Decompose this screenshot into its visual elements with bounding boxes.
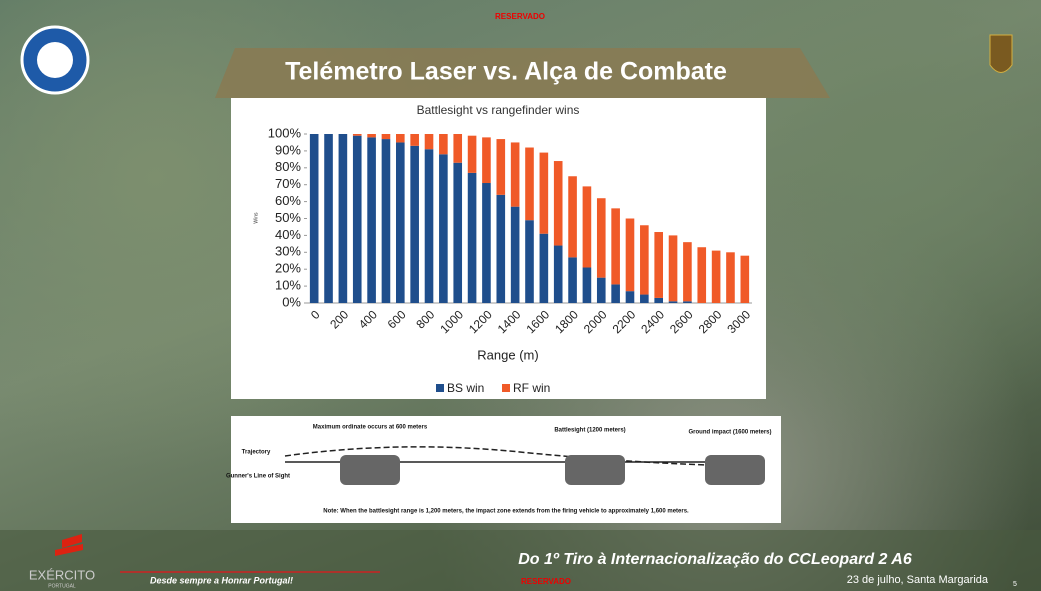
diagram-label: Trajectory <box>242 450 271 456</box>
bar <box>382 139 391 303</box>
footer-title: Do 1º Tiro à Internacionalização do CCLe… <box>518 551 912 568</box>
crest <box>990 35 1012 73</box>
bar <box>611 284 620 303</box>
x-axis-label: Range (m) <box>477 347 538 362</box>
motto: Desde sempre a Honrar Portugal! <box>150 575 293 585</box>
bar <box>654 298 663 303</box>
bar <box>396 142 405 303</box>
diagram-note: Note: When the battlesight range is 1,20… <box>323 509 689 515</box>
slide-canvas: RESERVADO Telémetro Laser vs. Alça de Co… <box>0 0 1041 591</box>
bar <box>410 134 419 146</box>
bar <box>367 134 376 137</box>
bar <box>468 173 477 303</box>
y-tick-label: 100% <box>268 125 302 140</box>
unit-logo-inner <box>37 42 73 78</box>
bar <box>425 149 434 303</box>
bar <box>683 242 692 301</box>
brand-sub: PORTUGAL <box>48 583 76 589</box>
bar <box>583 186 592 267</box>
y-tick-label: 80% <box>275 159 301 174</box>
y-tick-label: 20% <box>275 261 301 276</box>
bar <box>439 134 448 154</box>
bar <box>482 137 491 183</box>
bar <box>468 136 477 173</box>
bar <box>540 234 549 303</box>
bar <box>726 252 735 303</box>
bar <box>683 301 692 303</box>
date-place: 23 de julho, Santa Margarida <box>847 574 989 586</box>
slide: RESERVADO Telémetro Laser vs. Alça de Co… <box>0 0 1041 591</box>
bar <box>367 137 376 303</box>
y-tick-label: 50% <box>275 210 301 225</box>
bar <box>597 198 606 277</box>
y-tick-label: 30% <box>275 244 301 259</box>
diagram-label: Maximum ordinate occurs at 600 meters <box>313 425 428 431</box>
bar <box>554 246 563 303</box>
page-number: 5 <box>1013 581 1017 588</box>
bar <box>453 134 462 163</box>
brand: EXÉRCITO <box>29 567 95 582</box>
y-axis-label: Wins <box>253 212 259 224</box>
tank <box>705 455 765 485</box>
bar <box>669 301 678 303</box>
y-tick-label: 10% <box>275 278 301 293</box>
classification: RESERVADO <box>521 577 571 586</box>
diagram-label: Gunner's Line of Sight <box>226 474 290 480</box>
tank <box>565 455 625 485</box>
bar <box>353 136 362 303</box>
bar <box>583 268 592 303</box>
bar <box>640 295 649 303</box>
bar <box>712 251 721 303</box>
bar <box>382 134 391 139</box>
bar <box>568 257 577 303</box>
bar <box>568 176 577 257</box>
bar <box>554 161 563 246</box>
bar <box>339 134 348 303</box>
classification: RESERVADO <box>495 12 545 21</box>
y-tick-label: 70% <box>275 176 301 191</box>
bar <box>640 225 649 294</box>
bar <box>525 220 534 303</box>
bar <box>511 142 520 206</box>
bar <box>511 207 520 303</box>
bar <box>669 235 678 301</box>
bar <box>611 208 620 284</box>
bar <box>654 232 663 298</box>
diagram-label: Ground impact (1600 meters) <box>688 430 771 436</box>
bar <box>626 291 635 303</box>
bar <box>626 219 635 292</box>
bar <box>482 183 491 303</box>
bar <box>453 163 462 303</box>
slide-title: Telémetro Laser vs. Alça de Combate <box>285 58 727 86</box>
legend-swatch <box>436 384 444 392</box>
chart-title: Battlesight vs rangefinder wins <box>417 103 580 117</box>
bar <box>496 195 505 303</box>
bar <box>697 247 706 303</box>
bar <box>597 278 606 303</box>
bar <box>310 134 319 303</box>
bar <box>540 153 549 234</box>
tank <box>340 455 400 485</box>
bar <box>496 139 505 195</box>
y-tick-label: 0% <box>282 294 301 309</box>
bar <box>353 134 362 136</box>
bar <box>425 134 434 149</box>
bar <box>410 146 419 303</box>
bar <box>525 148 534 221</box>
y-tick-label: 40% <box>275 227 301 242</box>
bar <box>439 154 448 303</box>
legend-label: BS win <box>447 381 484 395</box>
y-tick-label: 60% <box>275 193 301 208</box>
diagram-label: Battlesight (1200 meters) <box>554 428 625 434</box>
y-tick-label: 90% <box>275 142 301 157</box>
bar <box>324 134 333 303</box>
legend-label: RF win <box>513 381 550 395</box>
bar <box>741 256 750 303</box>
legend-swatch <box>502 384 510 392</box>
bar <box>396 134 405 142</box>
